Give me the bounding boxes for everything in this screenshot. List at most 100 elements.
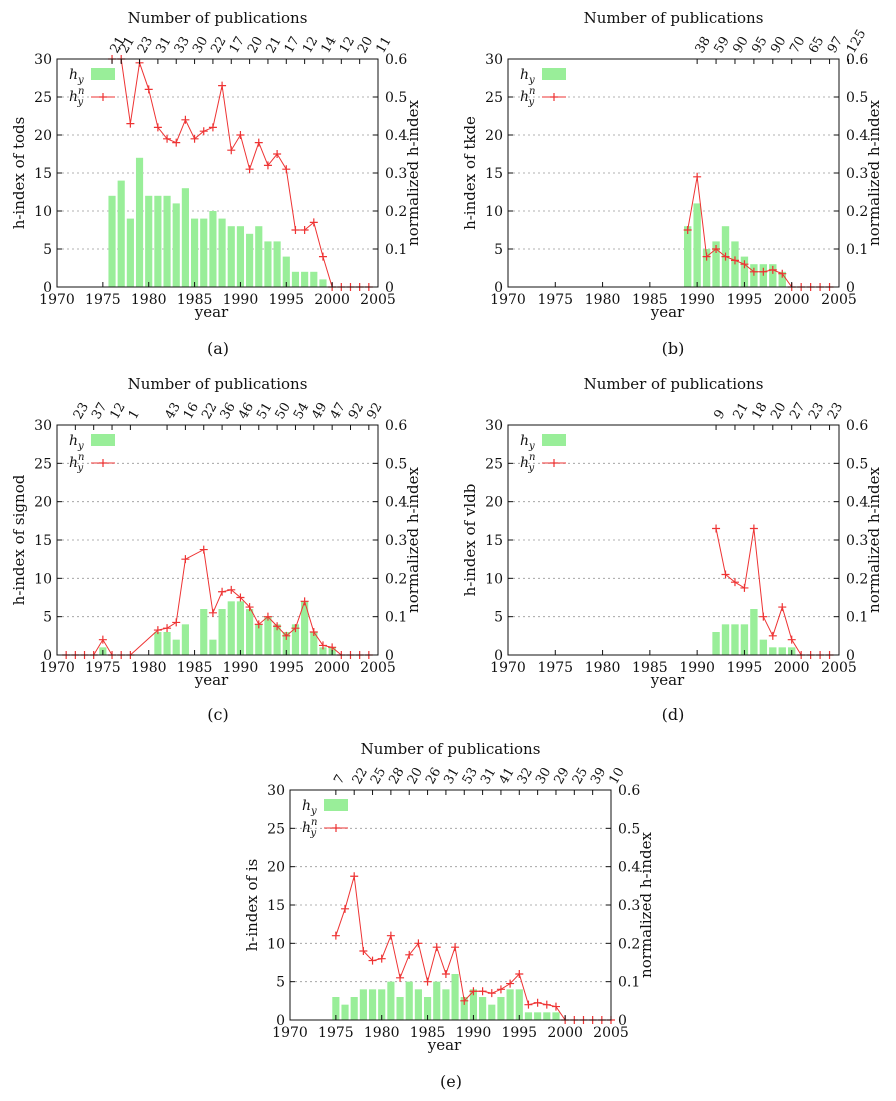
y-left-tick-label: 5: [43, 242, 52, 258]
marker-hyn: [144, 85, 153, 94]
y-left-tick-label: 15: [485, 533, 503, 549]
top-tick-label: 21: [117, 34, 138, 56]
top-tick-label: 46: [236, 400, 257, 422]
marker-hyn: [506, 979, 515, 988]
y-right-tick-label: 0.1: [618, 975, 640, 991]
marker-hyn: [451, 943, 460, 952]
top-tick-label: 30: [190, 34, 211, 56]
top-tick-label: 39: [588, 765, 609, 787]
x-tick-label: 2005: [360, 292, 396, 308]
marker-hyn: [126, 119, 135, 128]
marker-hyn: [542, 1000, 551, 1009]
bar-hy: [693, 203, 701, 287]
bar-hy: [515, 989, 523, 1020]
y-right-tick-label: 0.5: [846, 90, 868, 106]
legend-hyn-label: hn y: [69, 86, 84, 108]
top-tick-label: 23: [71, 400, 92, 422]
top-tick-label: 21: [730, 400, 751, 422]
bar-hy: [350, 997, 358, 1020]
top-tick-label: 97: [825, 34, 846, 56]
y-left-tick-label: 25: [34, 90, 52, 106]
x-tick-label: 1985: [177, 660, 213, 676]
bar-hy: [246, 609, 254, 655]
legend-marker-swatch: [332, 824, 340, 832]
bar-hy: [341, 1004, 349, 1020]
bar-hy: [451, 974, 459, 1020]
panel-caption: (d): [662, 705, 685, 724]
bar-hy: [721, 624, 730, 655]
marker-hyn: [341, 904, 350, 913]
marker-hyn: [328, 643, 337, 652]
y-left-tick-label: 20: [267, 860, 285, 876]
top-tick-label: 25: [570, 765, 591, 787]
x-tick-label: 1975: [85, 660, 121, 676]
top-tick-label: 31: [153, 34, 174, 56]
bar-hy: [264, 616, 272, 655]
line-hyn: [66, 548, 369, 656]
top-tick-label: 33: [172, 34, 193, 56]
marker-hyn: [460, 996, 469, 1005]
legend-hy-label: hy: [520, 67, 535, 86]
y-left-tick-label: 15: [267, 898, 285, 914]
y-right-tick-label: 0: [385, 280, 394, 296]
bar-hy: [218, 218, 226, 287]
x-tick-label: 1995: [727, 292, 763, 308]
legend-marker-swatch: [99, 93, 107, 101]
x-tick-label: 2005: [821, 292, 857, 308]
y-left-tick-label: 10: [267, 936, 285, 952]
x-tick-label: 2000: [774, 292, 810, 308]
bar-hy: [190, 218, 199, 287]
top-tick-label: 59: [712, 34, 733, 56]
top-axis-title: Number of publications: [128, 9, 308, 27]
top-tick-label: 38: [693, 34, 714, 56]
bar-hy: [200, 609, 208, 655]
marker-hyn: [778, 269, 787, 278]
y-right-tick-label: 0.6: [385, 52, 407, 68]
x-tick-label: 1990: [223, 292, 259, 308]
x-tick-label: 2000: [314, 660, 350, 676]
marker-hyn: [469, 987, 478, 996]
bar-hy: [332, 997, 340, 1020]
y-right-tick-label: 0.3: [385, 533, 407, 549]
x-tick-label: 2005: [821, 660, 857, 676]
marker-hyn: [300, 226, 309, 234]
bar-hy: [460, 997, 468, 1020]
x-tick-label: 1980: [131, 660, 167, 676]
top-tick-label: 31: [478, 765, 499, 787]
marker-hyn: [740, 260, 749, 269]
x-tick-label: 1980: [585, 660, 621, 676]
bar-hy: [769, 647, 777, 655]
bar-hy: [778, 271, 786, 287]
x-tick-label: 1985: [177, 292, 213, 308]
y-left-tick-label: 25: [485, 456, 503, 472]
y-right-tick-label: 0.5: [846, 456, 868, 472]
x-tick-label: 2005: [360, 660, 396, 676]
marker-hyn: [396, 973, 405, 982]
bar-hy: [273, 624, 281, 655]
top-tick-label: 30: [533, 765, 554, 787]
y-left-tick-label: 0: [494, 648, 503, 664]
x-tick-label: 1985: [410, 1025, 446, 1041]
y-left-tick-label: 10: [485, 571, 503, 587]
marker-hyn: [172, 618, 181, 627]
bar-hy: [301, 601, 309, 655]
bar-hy: [108, 195, 116, 287]
y-left-title: h-index of vldb: [461, 484, 479, 597]
marker-hyn: [318, 252, 327, 261]
y-left-tick-label: 15: [34, 533, 52, 549]
y-left-tick-label: 5: [494, 242, 503, 258]
bar-hy: [368, 989, 377, 1020]
bar-hy: [154, 632, 162, 655]
top-tick-label: 20: [355, 34, 376, 56]
marker-hyn: [693, 172, 702, 181]
x-tick-label: 1970: [490, 292, 526, 308]
x-tick-label: 2005: [593, 1025, 629, 1041]
bar-hy: [282, 632, 290, 655]
marker-hyn: [98, 635, 107, 644]
marker-hyn: [768, 265, 777, 274]
x-tick-label: 1990: [456, 1025, 492, 1041]
top-tick-label: 26: [423, 765, 444, 787]
marker-hyn: [227, 585, 236, 594]
legend-bar-swatch: [91, 434, 115, 446]
